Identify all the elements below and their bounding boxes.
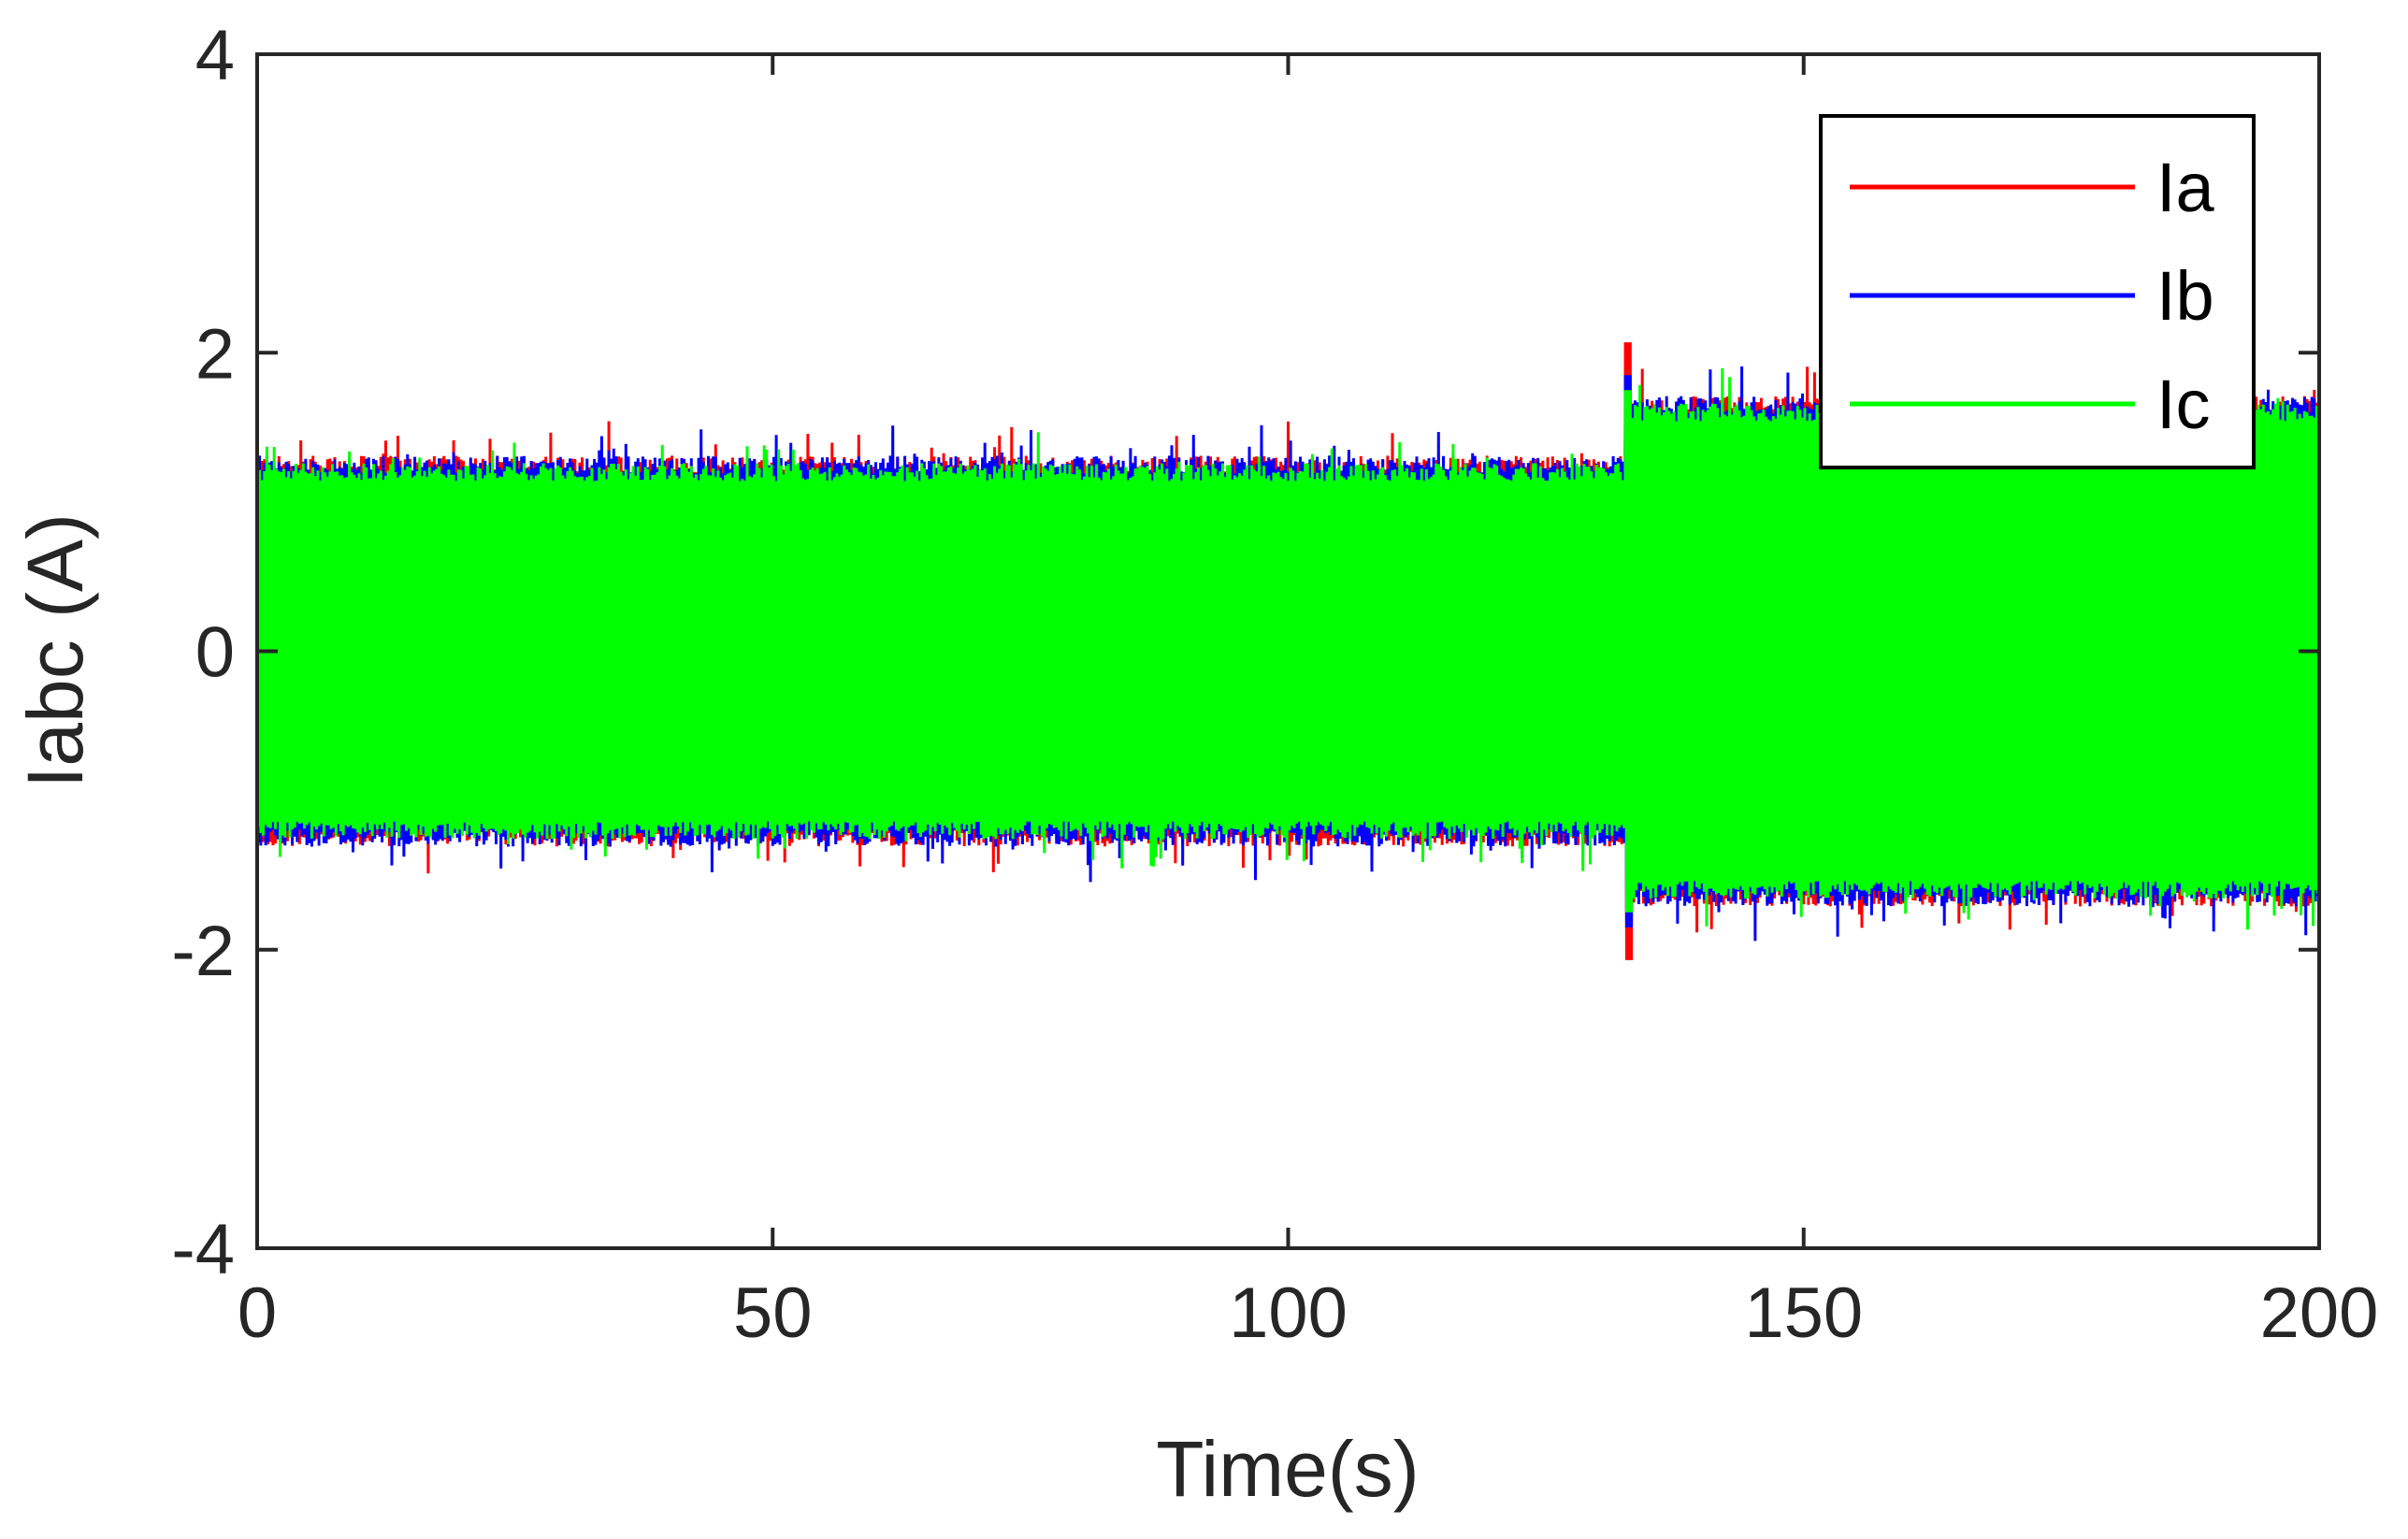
legend-label-ia: Ia — [2156, 149, 2215, 226]
legend-box — [1819, 114, 2256, 469]
legend-label-ib: Ib — [2156, 257, 2214, 335]
x-tick-label: 0 — [238, 1273, 277, 1353]
x-tick-label: 100 — [1229, 1273, 1348, 1353]
y-axis-label: Iabc (A) — [11, 513, 99, 788]
x-axis-label: Time(s) — [1156, 1425, 1420, 1513]
y-tick-label: 2 — [195, 314, 235, 394]
x-tick-label: 200 — [2260, 1273, 2379, 1353]
y-tick-label: -4 — [171, 1210, 235, 1289]
series-layer — [255, 342, 2321, 960]
legend-label-ic: Ic — [2156, 366, 2211, 443]
x-tick-label: 150 — [1744, 1273, 1863, 1353]
tick-layer: 0 50 100 150 200 -4 -2 0 2 4 — [171, 16, 2378, 1353]
y-tick-label: -2 — [171, 912, 235, 991]
y-tick-label: 0 — [195, 613, 235, 693]
y-tick-label: 4 — [195, 16, 235, 95]
series-line-ic — [255, 367, 2321, 930]
x-tick-label: 50 — [733, 1273, 813, 1353]
legend: Ia Ib Ic — [1819, 114, 2256, 469]
